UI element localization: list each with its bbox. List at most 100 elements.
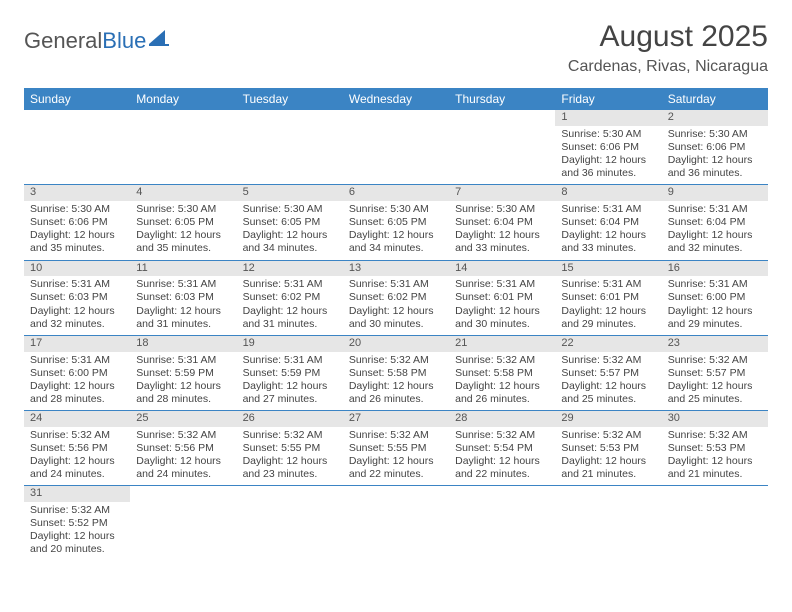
day-details: Sunrise: 5:31 AMSunset: 6:04 PMDaylight:… [662, 201, 768, 260]
day-number: 19 [237, 336, 343, 352]
day-number: 17 [24, 336, 130, 352]
calendar-week-row: 3Sunrise: 5:30 AMSunset: 6:06 PMDaylight… [24, 185, 768, 260]
day-details: Sunrise: 5:30 AMSunset: 6:05 PMDaylight:… [130, 201, 236, 260]
calendar-day-cell: 26Sunrise: 5:32 AMSunset: 5:55 PMDayligh… [237, 411, 343, 486]
day-detail-line: Daylight: 12 hours and 34 minutes. [243, 229, 337, 255]
day-number: 4 [130, 185, 236, 201]
day-detail-line: Sunrise: 5:31 AM [30, 354, 124, 367]
day-number [24, 110, 130, 126]
day-detail-line: Sunrise: 5:32 AM [136, 429, 230, 442]
page-header: GeneralBlue August 2025 Cardenas, Rivas,… [24, 20, 768, 76]
day-details: Sunrise: 5:31 AMSunset: 6:03 PMDaylight:… [24, 276, 130, 335]
day-detail-line: Daylight: 12 hours and 27 minutes. [243, 380, 337, 406]
day-detail-line: Daylight: 12 hours and 33 minutes. [561, 229, 655, 255]
day-number: 1 [555, 110, 661, 126]
day-detail-line: Sunrise: 5:32 AM [30, 429, 124, 442]
day-details [237, 126, 343, 132]
day-detail-line: Daylight: 12 hours and 21 minutes. [668, 455, 762, 481]
day-number: 13 [343, 261, 449, 277]
day-detail-line: Sunset: 6:00 PM [30, 367, 124, 380]
day-detail-line: Daylight: 12 hours and 22 minutes. [455, 455, 549, 481]
day-detail-line: Sunrise: 5:32 AM [455, 354, 549, 367]
day-details: Sunrise: 5:31 AMSunset: 6:00 PMDaylight:… [662, 276, 768, 335]
weekday-header: Thursday [449, 88, 555, 110]
calendar-day-cell: 12Sunrise: 5:31 AMSunset: 6:02 PMDayligh… [237, 260, 343, 335]
day-detail-line: Daylight: 12 hours and 24 minutes. [136, 455, 230, 481]
day-detail-line: Sunrise: 5:31 AM [668, 203, 762, 216]
calendar-day-cell: 16Sunrise: 5:31 AMSunset: 6:00 PMDayligh… [662, 260, 768, 335]
day-detail-line: Sunrise: 5:32 AM [561, 354, 655, 367]
day-detail-line: Daylight: 12 hours and 34 minutes. [349, 229, 443, 255]
day-detail-line: Sunset: 6:05 PM [136, 216, 230, 229]
day-detail-line: Daylight: 12 hours and 25 minutes. [668, 380, 762, 406]
day-details: Sunrise: 5:30 AMSunset: 6:06 PMDaylight:… [24, 201, 130, 260]
day-number: 30 [662, 411, 768, 427]
day-number: 21 [449, 336, 555, 352]
calendar-day-cell: 28Sunrise: 5:32 AMSunset: 5:54 PMDayligh… [449, 411, 555, 486]
day-detail-line: Sunrise: 5:32 AM [243, 429, 337, 442]
calendar-day-cell: 20Sunrise: 5:32 AMSunset: 5:58 PMDayligh… [343, 335, 449, 410]
day-detail-line: Sunset: 6:03 PM [136, 291, 230, 304]
calendar-day-cell [449, 110, 555, 185]
day-details [24, 126, 130, 132]
calendar-day-cell [130, 486, 236, 561]
day-details: Sunrise: 5:30 AMSunset: 6:05 PMDaylight:… [237, 201, 343, 260]
day-number: 24 [24, 411, 130, 427]
day-detail-line: Sunrise: 5:30 AM [243, 203, 337, 216]
day-details: Sunrise: 5:32 AMSunset: 5:58 PMDaylight:… [449, 352, 555, 411]
calendar-week-row: 31Sunrise: 5:32 AMSunset: 5:52 PMDayligh… [24, 486, 768, 561]
calendar-day-cell: 5Sunrise: 5:30 AMSunset: 6:05 PMDaylight… [237, 185, 343, 260]
calendar-day-cell: 6Sunrise: 5:30 AMSunset: 6:05 PMDaylight… [343, 185, 449, 260]
day-detail-line: Daylight: 12 hours and 35 minutes. [136, 229, 230, 255]
day-number [662, 486, 768, 502]
day-detail-line: Sunset: 5:57 PM [668, 367, 762, 380]
day-detail-line: Sunset: 5:59 PM [136, 367, 230, 380]
calendar-day-cell: 7Sunrise: 5:30 AMSunset: 6:04 PMDaylight… [449, 185, 555, 260]
day-detail-line: Sunset: 6:00 PM [668, 291, 762, 304]
day-number: 10 [24, 261, 130, 277]
calendar-day-cell [24, 110, 130, 185]
day-details: Sunrise: 5:31 AMSunset: 6:04 PMDaylight:… [555, 201, 661, 260]
day-detail-line: Sunrise: 5:32 AM [668, 354, 762, 367]
day-detail-line: Daylight: 12 hours and 23 minutes. [243, 455, 337, 481]
day-details: Sunrise: 5:32 AMSunset: 5:54 PMDaylight:… [449, 427, 555, 486]
day-detail-line: Sunset: 6:01 PM [561, 291, 655, 304]
day-number: 12 [237, 261, 343, 277]
calendar-day-cell [343, 110, 449, 185]
title-block: August 2025 Cardenas, Rivas, Nicaragua [568, 20, 768, 76]
day-detail-line: Sunset: 5:52 PM [30, 517, 124, 530]
day-detail-line: Daylight: 12 hours and 36 minutes. [668, 154, 762, 180]
day-details [662, 502, 768, 508]
day-detail-line: Sunrise: 5:32 AM [349, 354, 443, 367]
calendar-day-cell: 17Sunrise: 5:31 AMSunset: 6:00 PMDayligh… [24, 335, 130, 410]
day-number: 3 [24, 185, 130, 201]
day-detail-line: Daylight: 12 hours and 25 minutes. [561, 380, 655, 406]
day-number: 29 [555, 411, 661, 427]
day-detail-line: Sunset: 6:05 PM [243, 216, 337, 229]
day-details [343, 502, 449, 508]
day-details: Sunrise: 5:32 AMSunset: 5:57 PMDaylight:… [662, 352, 768, 411]
day-detail-line: Sunrise: 5:31 AM [243, 278, 337, 291]
day-detail-line: Daylight: 12 hours and 30 minutes. [349, 305, 443, 331]
day-details: Sunrise: 5:31 AMSunset: 5:59 PMDaylight:… [237, 352, 343, 411]
calendar-day-cell: 29Sunrise: 5:32 AMSunset: 5:53 PMDayligh… [555, 411, 661, 486]
day-details [130, 502, 236, 508]
calendar-day-cell: 4Sunrise: 5:30 AMSunset: 6:05 PMDaylight… [130, 185, 236, 260]
day-number: 5 [237, 185, 343, 201]
day-detail-line: Sunset: 6:03 PM [30, 291, 124, 304]
day-details: Sunrise: 5:32 AMSunset: 5:53 PMDaylight:… [662, 427, 768, 486]
day-detail-line: Sunset: 6:06 PM [30, 216, 124, 229]
day-number: 26 [237, 411, 343, 427]
day-number: 28 [449, 411, 555, 427]
day-number [237, 110, 343, 126]
day-details: Sunrise: 5:31 AMSunset: 6:00 PMDaylight:… [24, 352, 130, 411]
calendar-day-cell: 11Sunrise: 5:31 AMSunset: 6:03 PMDayligh… [130, 260, 236, 335]
day-detail-line: Sunrise: 5:32 AM [30, 504, 124, 517]
day-number: 20 [343, 336, 449, 352]
day-detail-line: Sunset: 6:02 PM [243, 291, 337, 304]
day-detail-line: Daylight: 12 hours and 21 minutes. [561, 455, 655, 481]
day-details: Sunrise: 5:32 AMSunset: 5:52 PMDaylight:… [24, 502, 130, 561]
day-details: Sunrise: 5:30 AMSunset: 6:06 PMDaylight:… [555, 126, 661, 185]
day-detail-line: Sunrise: 5:30 AM [349, 203, 443, 216]
day-number: 2 [662, 110, 768, 126]
